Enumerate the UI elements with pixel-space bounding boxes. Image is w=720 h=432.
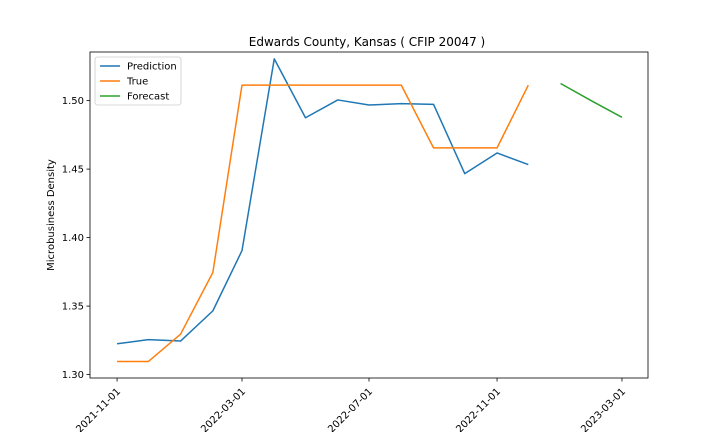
series-line-forecast	[560, 82, 623, 118]
y-tick-label: 1.45	[62, 165, 84, 176]
series-layer	[116, 58, 623, 363]
y-tick-label: 1.40	[62, 233, 84, 244]
y-axis: 1.30 1.35 1.40 1.45 1.50	[62, 96, 90, 381]
legend-label: Forecast	[127, 92, 169, 103]
legend-label: Prediction	[127, 62, 177, 73]
legend: Prediction True Forecast	[94, 56, 182, 106]
y-tick-label: 1.30	[62, 370, 84, 381]
chart-title: Edwards County, Kansas ( CFIP 20047 )	[249, 35, 485, 49]
x-tick-label: 2022-07-01	[326, 386, 375, 432]
series-line-prediction	[116, 58, 529, 345]
x-tick-label: 2023-03-01	[579, 386, 628, 432]
x-axis: 2021-11-01 2022-03-01 2022-07-01 2022-11-01…	[74, 378, 628, 432]
y-tick-label: 1.50	[62, 96, 84, 107]
x-tick-label: 2022-03-01	[199, 386, 248, 432]
x-tick-label: 2022-11-01	[454, 386, 503, 432]
y-axis-label: Microbusiness Density	[46, 159, 57, 271]
legend-box	[94, 56, 182, 106]
y-tick-label: 1.35	[62, 302, 84, 313]
legend-label: True	[126, 77, 148, 88]
series-line-true	[117, 84, 529, 363]
x-tick-label: 2021-11-01	[74, 386, 123, 432]
